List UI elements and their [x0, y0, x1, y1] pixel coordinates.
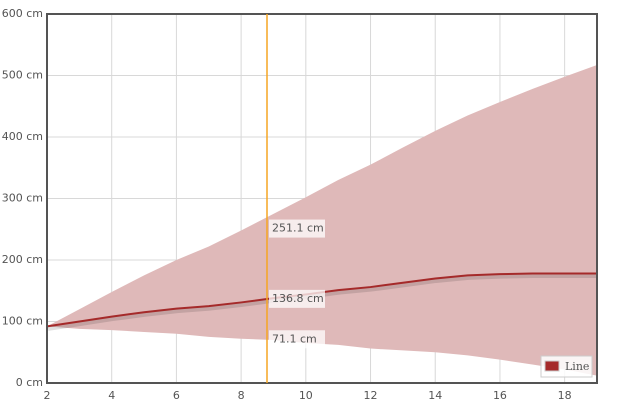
crosshair-label: 251.1 cm — [269, 219, 325, 238]
crosshair-label: 71.1 cm — [269, 330, 325, 349]
x-tick-label: 18 — [558, 389, 572, 402]
x-tick-label: 6 — [173, 389, 180, 402]
y-tick-label: 300 cm — [2, 192, 43, 205]
crosshair-label-text: 251.1 cm — [272, 222, 324, 235]
y-tick-label: 0 cm — [16, 376, 43, 389]
legend: Line — [540, 355, 593, 378]
x-tick-label: 14 — [428, 389, 442, 402]
x-tick-label: 2 — [44, 389, 51, 402]
legend-swatch — [544, 360, 560, 372]
x-tick-label: 10 — [299, 389, 313, 402]
y-tick-label: 200 cm — [2, 253, 43, 266]
legend-label: Line — [565, 360, 589, 373]
crosshair-label-text: 71.1 cm — [272, 332, 317, 345]
y-tick-label: 400 cm — [2, 130, 43, 143]
x-tick-label: 8 — [238, 389, 245, 402]
y-tick-label: 500 cm — [2, 69, 43, 82]
crosshair-label-bg — [269, 289, 325, 308]
plot-border — [46, 13, 598, 384]
x-tick-label: 12 — [364, 389, 378, 402]
x-tick-label: 16 — [493, 389, 507, 402]
crosshair-label-bg — [269, 330, 325, 349]
y-tick-label: 100 cm — [2, 315, 43, 328]
crosshair-label-text: 136.8 cm — [272, 292, 324, 305]
x-tick-label: 4 — [108, 389, 115, 402]
crosshair-label-bg — [269, 219, 325, 238]
y-tick-label: 600 cm — [2, 7, 43, 20]
crosshair-label: 136.8 cm — [269, 289, 325, 308]
